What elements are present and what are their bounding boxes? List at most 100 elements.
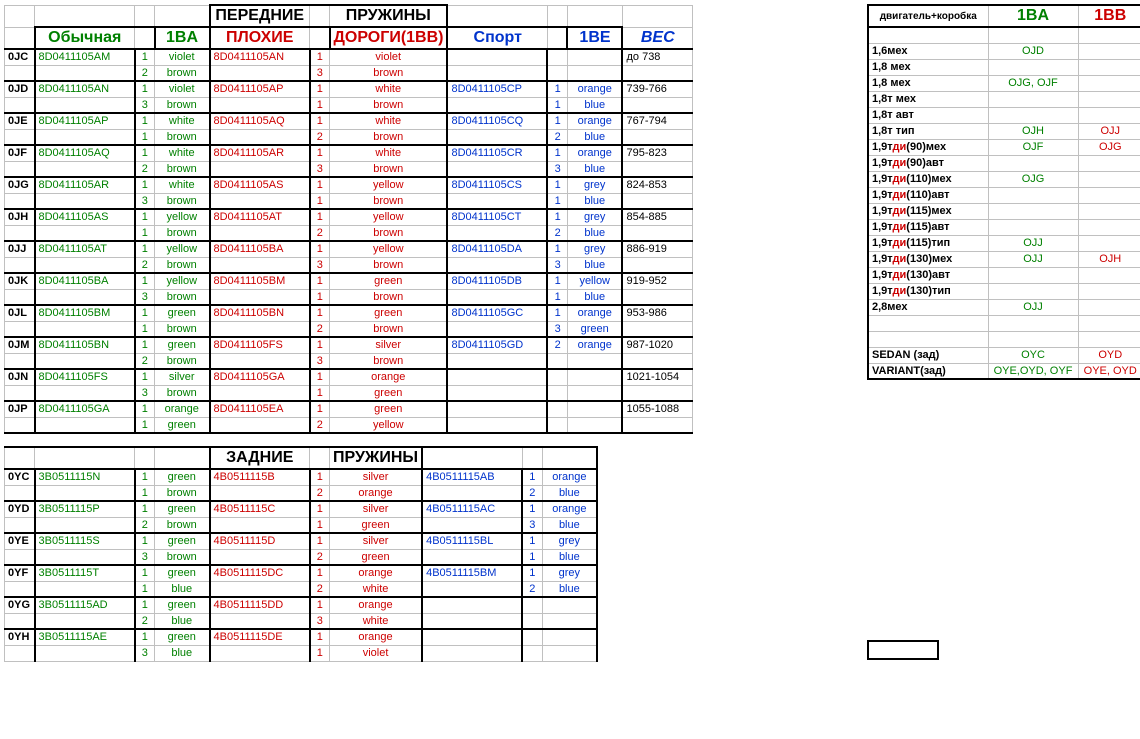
n3a: 1 bbox=[547, 241, 567, 257]
hdr-1ba: 1BA bbox=[155, 27, 210, 49]
rear-springs-table: ЗАДНИЕ ПРУЖИНЫ 0YC3B0511115N1green4B0511… bbox=[4, 446, 598, 662]
n1b: 3 bbox=[135, 193, 155, 209]
pn1: 8D0411105AR bbox=[35, 177, 135, 193]
c1b: brown bbox=[155, 65, 210, 81]
c1a: violet bbox=[155, 81, 210, 97]
pn2: 8D0411105AT bbox=[210, 209, 310, 225]
n3b bbox=[547, 417, 567, 433]
c1b: brown bbox=[155, 385, 210, 401]
c3a: orange bbox=[542, 469, 597, 485]
engine-ba bbox=[988, 267, 1078, 283]
n1b: 3 bbox=[135, 549, 155, 565]
engine-ba: OJF bbox=[988, 139, 1078, 155]
engine-name: 1,9тди(130)мех bbox=[868, 251, 988, 267]
engine-bb: OJJ bbox=[1078, 123, 1140, 139]
n1a: 1 bbox=[135, 469, 155, 485]
c3a bbox=[567, 401, 622, 417]
n3b: 3 bbox=[547, 161, 567, 177]
n2b: 2 bbox=[310, 417, 330, 433]
weight: 739-766 bbox=[622, 81, 692, 97]
n2a: 1 bbox=[310, 113, 330, 129]
weight: 1021-1054 bbox=[622, 369, 692, 385]
pn3: 8D0411105DB bbox=[447, 273, 547, 289]
rear-row-name: SEDAN (зад) bbox=[868, 347, 988, 363]
pn3: 8D0411105CS bbox=[447, 177, 547, 193]
engine-bb bbox=[1078, 203, 1140, 219]
n1a: 1 bbox=[135, 305, 155, 321]
engine-ba bbox=[988, 59, 1078, 75]
c3b: blue bbox=[542, 549, 597, 565]
n2a: 1 bbox=[310, 273, 330, 289]
n1a: 1 bbox=[135, 209, 155, 225]
engine-bb bbox=[1078, 43, 1140, 59]
c1a: green bbox=[155, 565, 210, 581]
c2b: white bbox=[330, 581, 423, 597]
c3a: orange bbox=[567, 81, 622, 97]
n2a: 1 bbox=[310, 401, 330, 417]
n1a: 1 bbox=[135, 597, 155, 613]
pn2: 4B0511115DD bbox=[210, 597, 310, 613]
hdr-bad: ПЛОХИЕ bbox=[210, 27, 310, 49]
engine-name: 1,8т мех bbox=[868, 91, 988, 107]
c3b bbox=[567, 353, 622, 369]
n1b: 3 bbox=[135, 97, 155, 113]
c2a: silver bbox=[330, 501, 423, 517]
n2a: 1 bbox=[310, 597, 330, 613]
n1b: 3 bbox=[135, 385, 155, 401]
c1a: white bbox=[155, 113, 210, 129]
pn2: 4B0511115B bbox=[210, 469, 310, 485]
n2a: 1 bbox=[310, 81, 330, 97]
c2b: white bbox=[330, 613, 423, 629]
n1a: 1 bbox=[135, 501, 155, 517]
engine-bb bbox=[1078, 187, 1140, 203]
c1a: green bbox=[155, 597, 210, 613]
n1a: 1 bbox=[135, 369, 155, 385]
pn1: 3B0511115AD bbox=[35, 597, 135, 613]
n2b: 1 bbox=[310, 517, 330, 533]
pn2: 8D0411105AN bbox=[210, 49, 310, 65]
engine-name: 1,6мех bbox=[868, 43, 988, 59]
n2a: 1 bbox=[310, 337, 330, 353]
c1b: blue bbox=[155, 581, 210, 597]
empty-box bbox=[868, 641, 938, 659]
n2b: 2 bbox=[310, 549, 330, 565]
pn3 bbox=[447, 49, 547, 65]
n1a: 1 bbox=[135, 273, 155, 289]
c2a: violet bbox=[330, 49, 448, 65]
pn1: 8D0411105BN bbox=[35, 337, 135, 353]
n2a: 1 bbox=[310, 177, 330, 193]
engine-bb bbox=[1078, 171, 1140, 187]
engine-bb bbox=[1078, 299, 1140, 315]
engine-name: 2,8мех bbox=[868, 299, 988, 315]
hdr-r1ba: 1BA bbox=[988, 5, 1078, 27]
engine-bb: OJG bbox=[1078, 139, 1140, 155]
n3a: 1 bbox=[522, 469, 542, 485]
row-code: 0YG bbox=[5, 597, 35, 613]
engine-name: 1,8 мех bbox=[868, 59, 988, 75]
c1a: orange bbox=[155, 401, 210, 417]
n1b: 2 bbox=[135, 517, 155, 533]
n1a: 1 bbox=[135, 177, 155, 193]
c1b: brown bbox=[155, 193, 210, 209]
c2a: orange bbox=[330, 597, 423, 613]
c2a: green bbox=[330, 401, 448, 417]
title-front: ПЕРЕДНИЕ bbox=[210, 5, 310, 27]
n2a: 1 bbox=[310, 533, 330, 549]
title-rear: ЗАДНИЕ bbox=[210, 447, 310, 469]
n3b bbox=[547, 353, 567, 369]
n2a: 1 bbox=[310, 49, 330, 65]
n2b: 2 bbox=[310, 485, 330, 501]
n1b: 1 bbox=[135, 225, 155, 241]
c2a: orange bbox=[330, 565, 423, 581]
c2a: orange bbox=[330, 629, 423, 645]
weight: 886-919 bbox=[622, 241, 692, 257]
n2a: 1 bbox=[310, 565, 330, 581]
c3b: blue bbox=[567, 97, 622, 113]
n3a: 1 bbox=[547, 305, 567, 321]
pn3: 4B0511115AB bbox=[422, 469, 522, 485]
pn3: 8D0411105CP bbox=[447, 81, 547, 97]
c2a: yellow bbox=[330, 177, 448, 193]
row-code: 0YE bbox=[5, 533, 35, 549]
c3b bbox=[567, 385, 622, 401]
c2b: brown bbox=[330, 129, 448, 145]
